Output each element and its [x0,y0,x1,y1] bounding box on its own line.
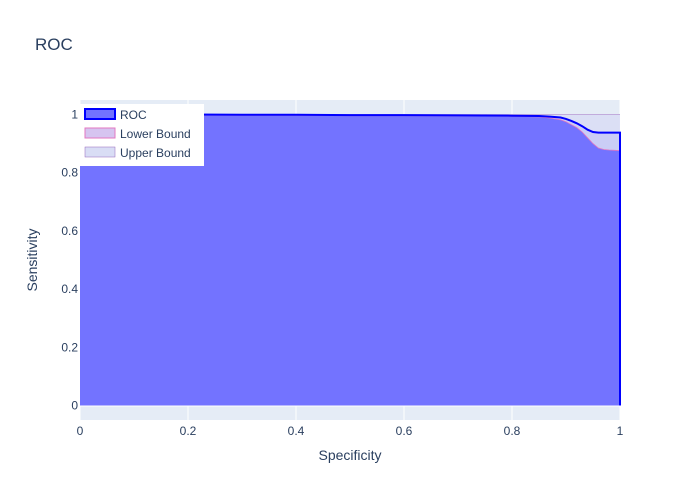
roc-line [80,113,621,406]
y-tick-labels: 0 0.2 0.4 0.6 0.8 1 [61,108,78,413]
legend-label-upper-bound: Upper Bound [120,146,191,160]
legend-swatch-lower-bound [84,127,116,139]
legend: ROC Lower Bound Upper Bound [80,104,204,166]
legend-swatch-roc [84,108,116,120]
y-tick-label-1: 0.2 [61,340,78,354]
y-tick-label-5: 1 [71,108,78,122]
legend-swatch-upper-bound [84,146,116,158]
series-lines [80,113,621,406]
legend-item-roc[interactable]: ROC [84,108,147,122]
x-tick-labels: 0 0.2 0.4 0.6 0.8 1 [77,424,624,438]
legend-label-roc: ROC [120,108,147,122]
x-tick-label-4: 0.8 [504,424,521,438]
chart-title: ROC [35,35,73,54]
legend-label-lower-bound: Lower Bound [120,127,191,141]
roc-area [80,114,620,406]
legend-item-lower-bound[interactable]: Lower Bound [84,127,191,141]
y-tick-label-0: 0 [71,398,78,412]
y-axis-title: Sensitivity [24,228,40,291]
y-tick-label-2: 0.4 [61,282,78,296]
x-axis-title: Specificity [318,447,381,463]
y-tick-label-3: 0.6 [61,224,78,238]
x-tick-label-5: 1 [617,424,624,438]
x-tick-label-1: 0.2 [180,424,197,438]
y-tick-label-4: 0.8 [61,166,78,180]
x-tick-label-2: 0.4 [288,424,305,438]
x-tick-label-0: 0 [77,424,84,438]
x-tick-label-3: 0.6 [396,424,413,438]
legend-item-upper-bound[interactable]: Upper Bound [84,146,191,160]
